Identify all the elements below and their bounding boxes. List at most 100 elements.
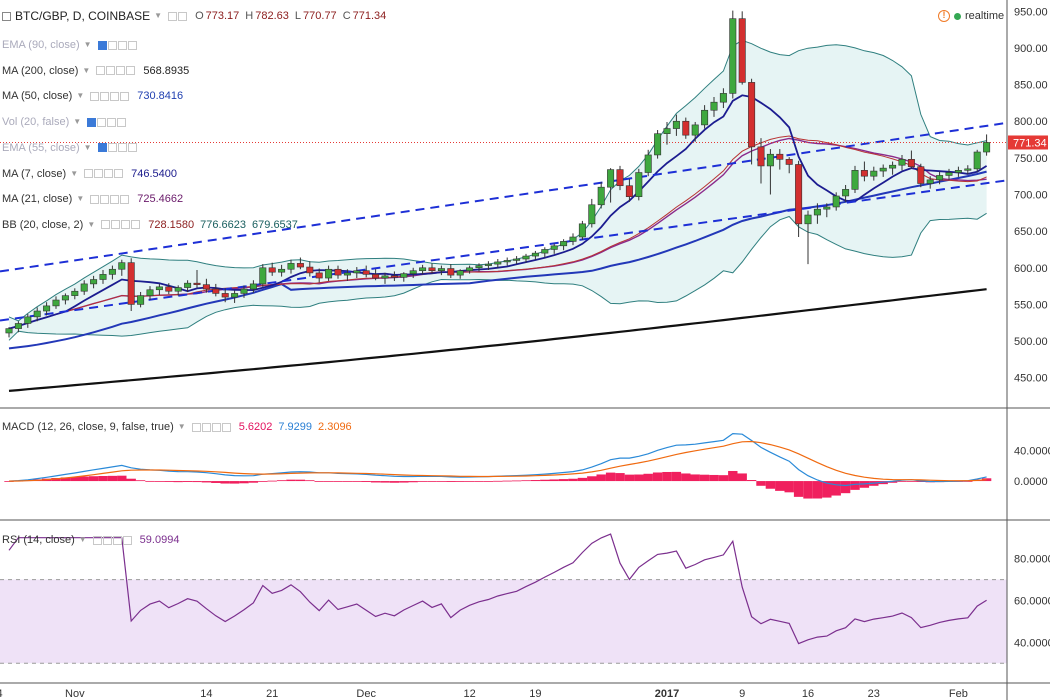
ohlc-key: O [195,10,204,22]
eye-icon[interactable] [90,91,100,101]
candle-body [174,287,182,292]
settings-icon[interactable] [94,169,104,178]
bollinger-basis-line [8,135,987,330]
settings-icon[interactable] [178,11,188,21]
eye-icon[interactable] [97,143,107,153]
indicator-legend-row[interactable]: EMA (55, close) ▼ [2,141,145,155]
settings-icon[interactable] [111,220,121,230]
candle-body [466,267,474,272]
close-icon[interactable] [131,220,141,230]
settings-icon[interactable] [100,194,110,204]
macd-histogram-bar [963,481,973,482]
macd-histogram-bar [276,480,287,482]
candle-body [635,172,643,198]
add-icon[interactable] [211,422,221,432]
close-icon[interactable] [127,143,137,153]
time-axis-label: 21 [266,688,278,700]
add-icon[interactable] [110,91,120,101]
eye-icon[interactable] [97,40,107,50]
settings-icon[interactable] [102,535,112,545]
eye-icon[interactable] [87,117,97,127]
rsi-axis-label: 80.0000 [1014,554,1050,566]
alert-icon[interactable]: ! [938,10,950,22]
chevron-down-icon[interactable]: ▼ [76,194,85,204]
chevron-down-icon[interactable]: ▼ [154,11,163,20]
chevron-down-icon[interactable]: ▼ [83,40,92,49]
macd-histogram-bar [887,481,898,483]
settings-icon[interactable] [97,117,107,127]
settings-icon[interactable] [106,66,116,76]
macd-histogram-bar [248,481,259,483]
close-icon[interactable] [120,91,130,101]
candle-body [118,262,126,270]
collapse-icon[interactable] [2,11,11,21]
settings-icon[interactable] [107,143,117,153]
close-icon[interactable] [120,194,130,204]
close-icon[interactable] [126,66,136,76]
eye-icon[interactable] [92,535,102,545]
candle-body [757,146,765,167]
close-icon[interactable] [117,117,127,127]
indicator-legend-row[interactable]: MA (50, close) ▼ 730.8416 [2,89,189,103]
indicator-legend-row[interactable]: MA (200, close) ▼ 568.8935 [2,64,195,78]
chevron-down-icon[interactable]: ▼ [73,117,82,127]
candle-body [409,270,417,274]
close-icon[interactable] [122,535,132,545]
candle-body [43,305,51,312]
settings-icon[interactable] [201,422,211,432]
add-icon[interactable] [121,220,131,230]
candle-body [917,166,925,184]
last-price-label: 771.34 [1013,137,1047,149]
indicator-legend-row[interactable]: MA (21, close) ▼ 725.4662 [2,192,189,206]
add-icon[interactable] [117,143,127,153]
indicator-name: Vol (20, false) [2,116,70,129]
add-icon[interactable] [107,117,117,127]
add-icon[interactable] [116,66,126,76]
macd-histogram-bar [850,481,860,490]
eye-icon[interactable] [84,169,94,178]
time-axis-label: 4 [0,688,3,700]
macd-histogram-bar [906,481,917,482]
indicator-legend-row[interactable]: Vol (20, false) ▼ [2,115,134,129]
macd-histogram-bar [342,481,353,482]
indicator-legend-row[interactable]: EMA (90, close) ▼ [2,38,145,52]
settings-icon[interactable] [107,40,117,50]
add-icon[interactable] [110,194,120,204]
macd-histogram-bar [446,481,456,482]
ohlc-value: 771.34 [352,10,387,22]
visibility-icon[interactable] [168,11,178,21]
indicator-buttons [90,194,130,204]
indicator-value: 730.8416 [137,90,184,103]
candle-body [644,154,652,173]
indicator-legend-row[interactable]: BB (20, close, 2) ▼ 728.1580 776.6623 679.65… [2,218,304,232]
chevron-down-icon[interactable]: ▼ [83,142,92,152]
eye-icon[interactable] [96,66,106,76]
eye-icon[interactable] [90,194,100,204]
add-icon[interactable] [117,40,127,50]
eye-icon[interactable] [191,422,201,432]
chevron-down-icon[interactable]: ▼ [177,422,186,431]
candle-body [569,236,577,242]
indicator-legend-row[interactable]: RSI (14, close) ▼ 59.0994 [2,533,185,547]
chevron-down-icon[interactable]: ▼ [78,535,87,544]
chevron-down-icon[interactable]: ▼ [70,168,79,178]
chevron-down-icon[interactable]: ▼ [76,91,85,101]
indicator-legend-row[interactable]: MA (7, close) ▼ 746.5400 [2,167,183,181]
add-icon[interactable] [104,169,114,178]
candle-body [212,288,220,294]
indicator-legend-row[interactable]: MACD (12, 26, close, 9, false, true) ▼ 5.6… [2,420,358,434]
price-axis-label: 600.00 [1014,263,1048,275]
macd-histogram-bar [239,481,249,484]
candle-body [719,93,727,103]
close-icon[interactable] [221,422,231,432]
chevron-down-icon[interactable]: ▼ [82,65,91,75]
add-icon[interactable] [112,535,122,545]
eye-icon[interactable] [101,220,111,230]
macd-histogram-bar [333,481,343,482]
chevron-down-icon[interactable]: ▼ [87,219,96,229]
close-icon[interactable] [114,169,124,178]
macd-histogram-bar [436,481,447,482]
close-icon[interactable] [127,40,137,50]
settings-icon[interactable] [100,91,110,101]
